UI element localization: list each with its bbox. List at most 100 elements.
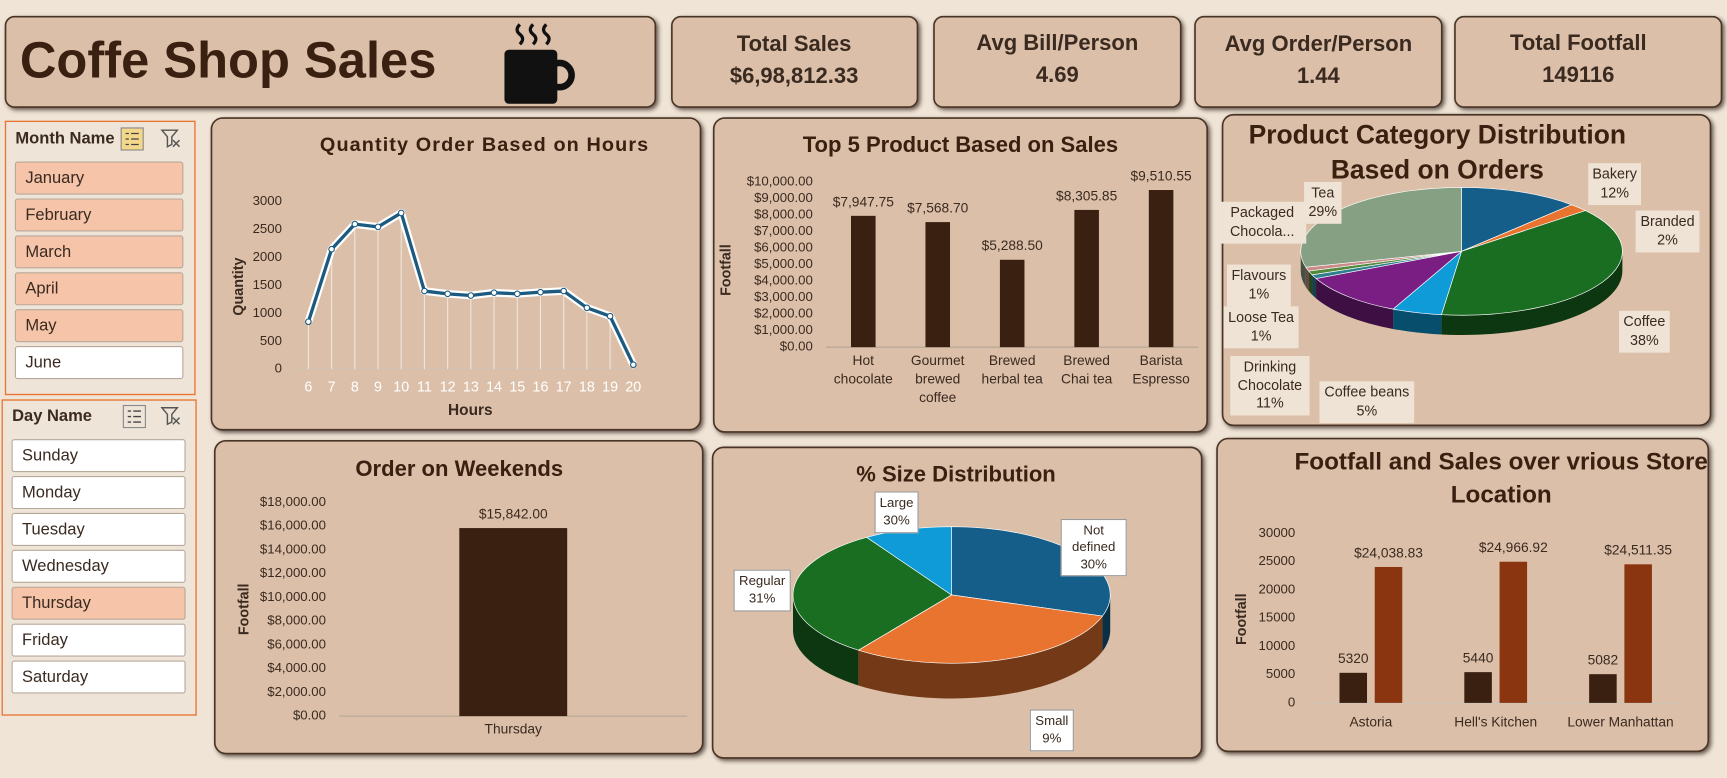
data-label: $7,568.70 [907,201,969,216]
category-label: Coffee beans [1324,383,1410,401]
y-tick-label: 1500 [253,277,282,292]
data-label-box: Tea 29% [1284,170,1361,236]
chart-title-text: Footfall and Sales over vrious Store Loc… [1294,447,1708,508]
slicer-item[interactable] [11,660,186,694]
kpi-cards: Total Sales $6,98,812.33 Avg Bill/Person… [671,15,1723,108]
chart-title: Top 5 Product Based on Sales [803,133,1118,157]
slicer-item[interactable] [14,161,184,195]
line-marker [537,288,544,296]
line-marker [421,287,428,295]
pie-side [793,594,859,686]
line-marker [490,289,498,297]
slicer: Month Name January February March April May Ju… [4,120,196,396]
kpi-value: 149116 [1542,62,1614,87]
slicer-item-label: May [25,316,57,335]
x-tick-label: 13 [463,380,479,396]
header-panel: Coffe Shop Sales [4,15,657,108]
chart-title-box: Product Category Distribution Based on O… [1239,120,1636,186]
y-tick-label: $7,000.00 [754,223,813,238]
y-tick-label: $2,000.00 [754,306,813,321]
slicer-item-label: Tuesday [22,519,85,538]
bar [459,528,568,717]
y-tick-label: $10,000.00 [747,173,813,188]
x-tick-label: 14 [486,380,502,396]
y-tick-label: 500 [260,333,282,348]
multi-select-button[interactable] [122,404,146,429]
y-tick-label: $9,000.00 [754,190,813,205]
slicer-item[interactable] [14,346,184,380]
pie-side [1305,267,1309,291]
chart-title: Product Category Distribution Based on O… [1239,120,1636,186]
x-tick-label-box: Hot chocolate [826,352,900,407]
clear-filter-button[interactable] [160,407,181,426]
bar [850,215,876,348]
y-tick-label: $16,000.00 [260,518,326,533]
x-tick-label: Thursday [485,722,542,737]
slicer-item[interactable] [14,272,184,306]
data-label: Packaged Chocola... [1218,201,1307,244]
value-label: 30% [883,512,910,528]
y-tick-label: 30000 [1259,525,1296,540]
kpi-value: 1.44 [1297,63,1341,88]
data-label: $15,842.00 [479,506,548,521]
x-tick-label-box: Brewed herbal tea [975,352,1049,407]
x-tick-label: Hell's Kitchen [1454,714,1537,729]
kpi-card: Total Sales $6,98,812.33 [671,15,919,108]
slicer-item[interactable] [11,623,186,657]
y-tick-label: $4,000.00 [267,660,326,675]
chart-title: % Size Distribution [856,462,1055,486]
slicer-item[interactable] [11,476,186,510]
panel-background [712,117,1208,433]
x-tick-label-text: Gourmet brewed coffee [910,352,965,406]
y-tick-label: $0.00 [293,708,326,723]
pie-side [1393,309,1442,335]
data-label-box: Branded 2% [1618,198,1717,264]
data-label-box: Not defined 30% [1055,515,1132,581]
slicer-item[interactable] [11,439,186,473]
category-label: Tea [1311,184,1335,201]
y-tick-label: 5000 [1266,666,1295,681]
line-marker [606,312,614,320]
slicer-item[interactable] [14,235,184,269]
data-label: $24,511.35 [1604,543,1672,558]
kpi-value: 4.69 [1036,62,1079,87]
slicer-item-label: Monday [22,482,81,501]
bar [1624,564,1652,703]
data-label: $8,305.85 [1056,188,1118,203]
slicer-item[interactable] [14,198,184,232]
slicer-item[interactable] [11,512,186,546]
x-tick-label-box: Brewed Chai tea [1049,352,1123,407]
kpi-label: Total Footfall [1510,30,1647,55]
category-label: Bakery [1592,165,1637,183]
slicer-item[interactable] [14,309,184,343]
slicer-item[interactable] [11,549,186,583]
x-tick-label: Lower Manhattan [1567,714,1673,729]
slicer-item[interactable] [11,586,186,620]
multi-select-icon [125,132,139,146]
slicer-item-label: Friday [22,630,69,649]
y-tick-label: $10,000.00 [260,589,326,604]
x-tick-label: 11 [417,380,432,396]
chart-title-box: Order on Weekends [250,436,669,502]
category-label: Not defined [1072,521,1116,555]
bar [1499,561,1528,703]
chart-title-box: Footfall and Sales over vrious Store Loc… [1281,445,1722,511]
bar [1148,190,1174,348]
x-tick-label: 10 [393,380,409,396]
x-tick-label: 17 [556,380,572,396]
y-tick-label: $4,000.00 [754,273,813,288]
slicer-title: Day Name [12,406,92,425]
panel-background [213,439,704,755]
category-label: Flavours [1231,266,1287,284]
kpi-value: $6,98,812.33 [730,63,859,88]
x-tick-label: 8 [351,380,359,396]
y-tick-label: 20000 [1259,581,1296,596]
cup-icon [504,23,575,104]
clear-filter-button[interactable] [160,129,181,148]
line-marker [467,292,475,299]
kpi-label: Total Sales [737,31,852,56]
